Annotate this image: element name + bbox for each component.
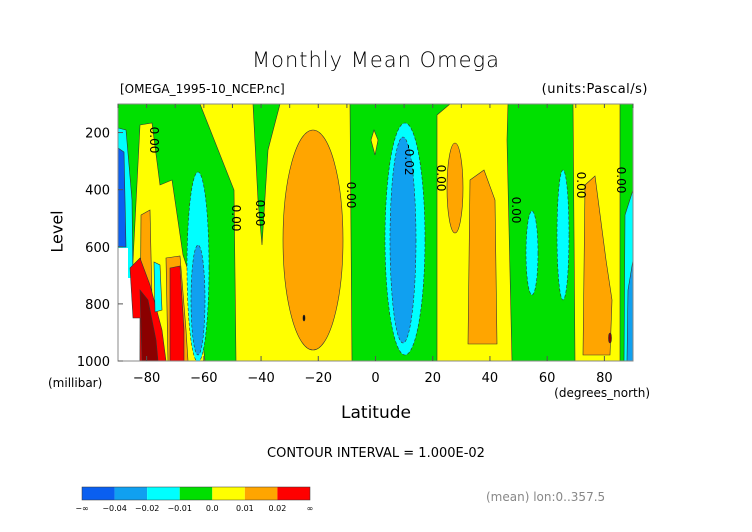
colorbar-swatch [147, 487, 180, 500]
colorbar-swatch [212, 487, 245, 500]
contour-label: 0.00 [434, 165, 448, 192]
x-tick-label: −80 [133, 371, 160, 386]
colorbar-swatch [114, 487, 148, 500]
colorbar-swatch [244, 487, 278, 500]
x-axis-label: Latitude [341, 403, 411, 423]
fill-darkred [608, 332, 612, 344]
axes: −80 −60 −40 −20 0 20 40 60 80 200 400 600 800 1000 [77, 104, 634, 386]
fill-blue [118, 147, 127, 248]
colorbar-swatch [82, 487, 115, 500]
colorbar-label: 0.0 [206, 504, 219, 513]
units-label: (units:Pascal/s) [541, 82, 648, 97]
fill-missing [118, 248, 140, 361]
fill-orange [282, 129, 344, 351]
fill-orange [582, 175, 613, 356]
colorbar-frame [81, 486, 311, 501]
colorbar: −∞ −0.04 −0.02 −0.01 0.0 0.01 0.02 ∞ [75, 486, 314, 513]
x-tick-label: 80 [596, 371, 613, 386]
y-axis-units: (millibar) [48, 376, 103, 390]
contour-label: 0.00 [509, 197, 523, 224]
colorbar-label: 0.01 [236, 504, 254, 513]
colorbar-label: ∞ [307, 504, 314, 513]
y-tick-label: 600 [85, 241, 110, 256]
colorbar-label: 0.02 [269, 504, 287, 513]
colorbar-swatch [179, 487, 213, 500]
chart-title: Monthly Mean Omega [251, 48, 501, 72]
x-tick-label: −60 [190, 371, 217, 386]
contour-labels: 0.00 0.00 0.00 0.00 -0.02 0.00 0.00 0.00 0.00 [147, 127, 628, 232]
y-tick-label: 1000 [77, 355, 110, 370]
fill-black [302, 314, 306, 322]
fill-darkred [139, 289, 159, 361]
y-tick-label: 400 [85, 184, 110, 199]
contour-label: 0.00 [147, 127, 161, 154]
fill-blue [190, 244, 206, 356]
fill-orange [467, 169, 498, 345]
y-tick-label: 200 [85, 127, 110, 142]
file-label: [OMEGA_1995-10_NCEP.nc] [120, 82, 285, 96]
contour-label: 0.00 [229, 205, 243, 232]
fill-cyan [525, 210, 539, 296]
x-tick-label: 20 [424, 371, 441, 386]
fill-yellow [370, 129, 379, 156]
x-tick-label: 60 [539, 371, 556, 386]
x-tick-label: −40 [247, 371, 274, 386]
contour-label: 0.00 [614, 167, 628, 194]
x-tick-label: 0 [371, 371, 379, 386]
contour-label: 0.00 [344, 182, 358, 209]
x-axis-units: (degrees_north) [554, 386, 650, 400]
fill-blue [389, 136, 417, 344]
y-tick-label: 800 [85, 298, 110, 313]
x-tick-label: 40 [482, 371, 499, 386]
colorbar-label: −0.02 [135, 504, 160, 513]
fill-blue [626, 259, 633, 361]
fill-cyan [556, 169, 570, 301]
fill-cyan [153, 261, 163, 313]
colorbar-label: −0.04 [102, 504, 127, 513]
x-tick-label: −20 [305, 371, 332, 386]
contour-label: -0.02 [402, 144, 416, 175]
colorbar-label: −0.01 [167, 504, 192, 513]
averaging-note: (mean) lon:0..357.5 [486, 490, 606, 504]
contour-label: 0.00 [574, 172, 588, 199]
fill-red [169, 265, 185, 361]
colorbar-label: −∞ [75, 504, 88, 513]
colorbar-swatch [277, 487, 310, 500]
fill-orange [446, 142, 464, 234]
contour-interval: CONTOUR INTERVAL = 1.000E-02 [267, 446, 485, 461]
contour-fills [118, 104, 633, 361]
contour-label: 0.00 [253, 200, 267, 227]
